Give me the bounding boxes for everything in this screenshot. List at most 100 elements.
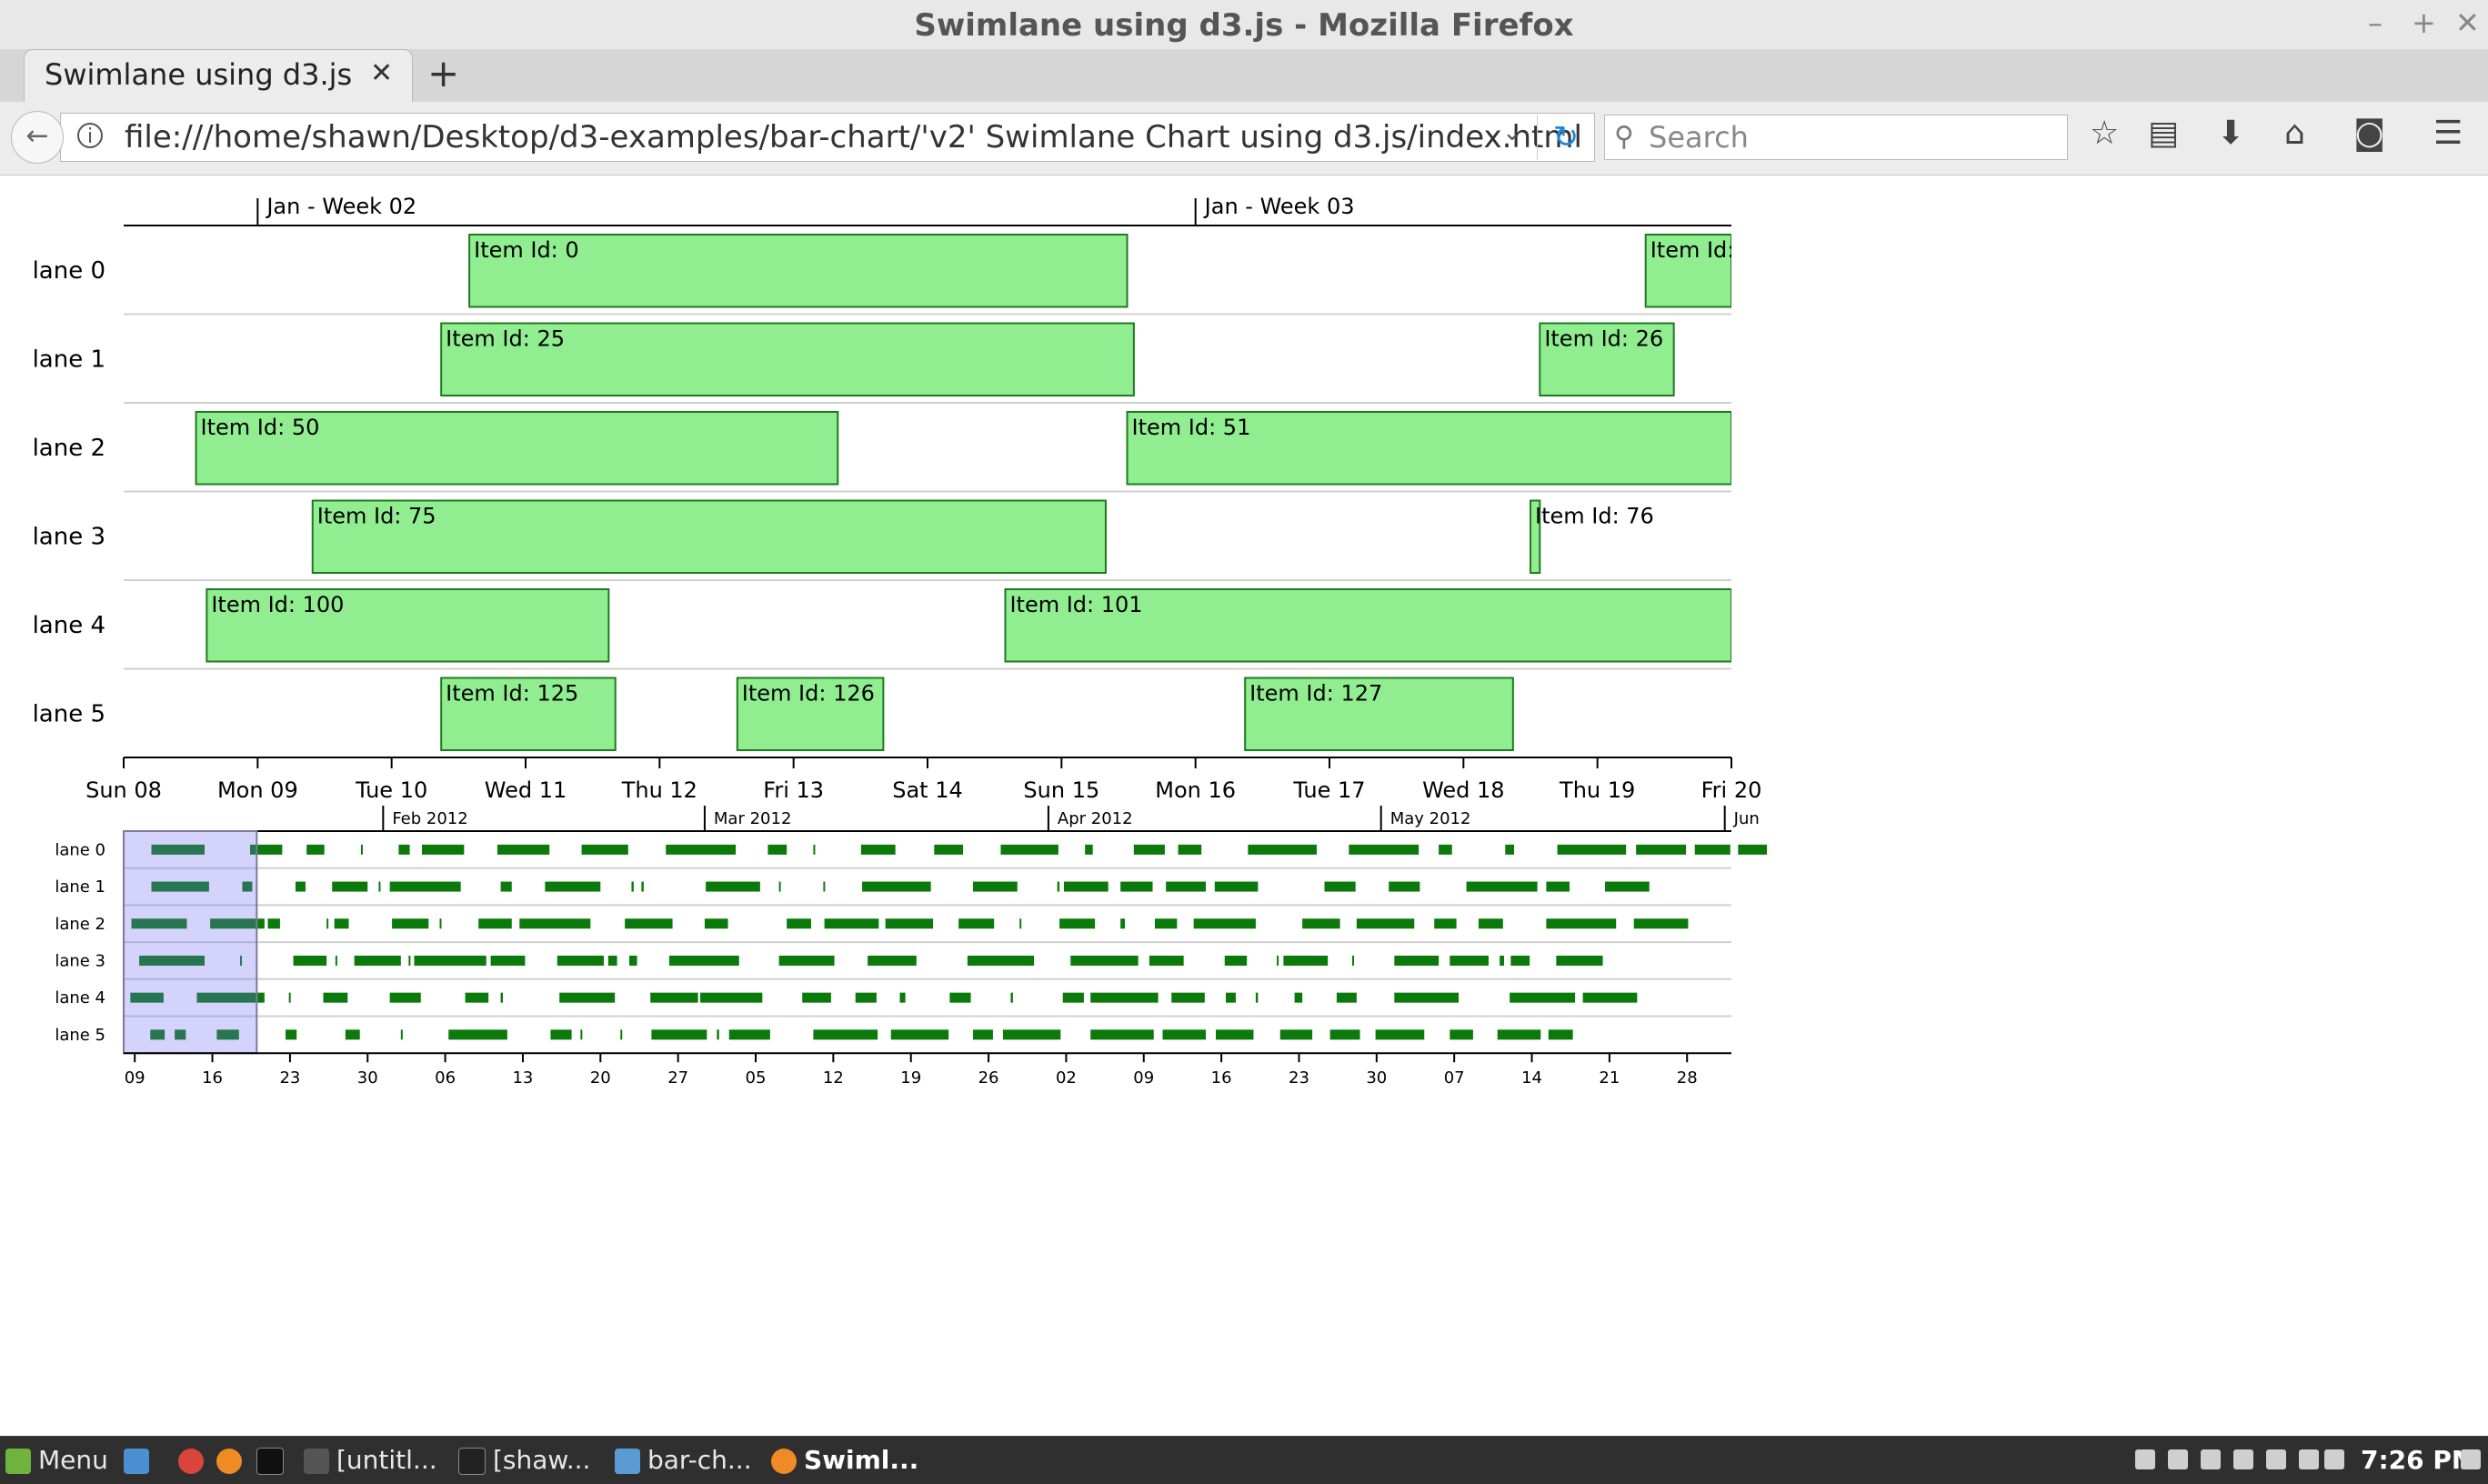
mini-item-bar <box>130 992 164 1003</box>
month-label: Jun <box>1733 809 1760 828</box>
tab-title: Swimlane using d3.js <box>45 57 353 92</box>
minimize-button[interactable]: – <box>2368 5 2383 40</box>
item-bar[interactable] <box>1539 322 1675 396</box>
mini-item-bar <box>885 918 934 929</box>
mini-item-bar <box>295 881 306 892</box>
mini-item-bar <box>1434 918 1457 929</box>
item-bar[interactable] <box>1004 588 1731 663</box>
mini-item-bar <box>868 955 917 966</box>
network-icon[interactable] <box>2201 1449 2221 1469</box>
mini-item-bar <box>1329 1029 1360 1040</box>
firefox-icon[interactable] <box>216 1437 249 1484</box>
mini-item-bar <box>392 918 429 929</box>
maximize-button[interactable]: + <box>2412 5 2436 40</box>
month-label: Apr 2012 <box>1058 809 1133 828</box>
taskbar-item-firefox[interactable]: Swiml... <box>771 1437 918 1484</box>
pocket-icon[interactable]: ◙ <box>2353 115 2385 152</box>
info-icon[interactable]: i <box>77 123 103 148</box>
mini-item-bar <box>666 844 737 855</box>
start-menu-button[interactable]: Menu <box>5 1437 108 1484</box>
show-desktop-icon[interactable] <box>124 1437 156 1484</box>
mini-item-bar <box>1193 918 1256 929</box>
item-bar[interactable] <box>1644 234 1731 308</box>
lane-label: lane 1 <box>33 346 105 373</box>
mini-item-bar <box>651 1029 707 1040</box>
item-bar[interactable] <box>440 677 617 751</box>
mini-item-bar <box>293 955 327 966</box>
mini-item-bar <box>1255 992 1259 1003</box>
mini-item-bar <box>700 992 763 1003</box>
mini-item-bar <box>1356 918 1415 929</box>
taskbar-item-folder[interactable]: bar-ch... <box>615 1437 752 1484</box>
mini-item-bar <box>323 992 348 1003</box>
mini-item-bar <box>1478 918 1503 929</box>
item-bar[interactable] <box>1530 499 1541 574</box>
update-icon[interactable] <box>2168 1449 2188 1469</box>
reading-list-icon[interactable]: ▤ <box>2148 115 2180 152</box>
brush-selection[interactable] <box>123 830 258 1055</box>
item-label: Item Id: 75 <box>317 504 436 529</box>
display-icon[interactable] <box>2461 1449 2481 1469</box>
url-bar[interactable]: i file:///home/shawn/Desktop/d3-examples… <box>60 113 1595 162</box>
mini-item-bar <box>1057 881 1060 892</box>
item-bar[interactable] <box>1126 411 1731 486</box>
item-bar[interactable] <box>195 411 839 486</box>
back-button[interactable]: ← <box>11 111 64 164</box>
item-bar[interactable] <box>468 234 1129 308</box>
user-icon[interactable] <box>2135 1449 2155 1469</box>
mini-day-tick-label: 21 <box>1599 1068 1620 1085</box>
shield-icon[interactable] <box>2266 1449 2286 1469</box>
mini-item-bar <box>242 881 253 892</box>
mini-item-bar <box>802 992 831 1003</box>
accessibility-icon[interactable] <box>2324 1449 2344 1469</box>
tab-close-icon[interactable]: ✕ <box>370 57 394 89</box>
mini-item-bar <box>240 955 243 966</box>
star-icon[interactable]: ☆ <box>2090 115 2120 152</box>
mini-item-bar <box>717 1029 719 1040</box>
mini-item-bar <box>1557 844 1627 855</box>
url-text[interactable]: file:///home/shawn/Desktop/d3-examples/b… <box>125 119 1582 155</box>
mini-item-bar <box>625 918 673 929</box>
taskbar-item-label: bar-ch... <box>647 1445 752 1475</box>
download-icon[interactable]: ⬇ <box>2217 115 2245 152</box>
item-bar[interactable] <box>206 588 610 663</box>
day-tick-label: Sun 08 <box>85 777 162 803</box>
bluetooth-icon[interactable] <box>2299 1449 2319 1469</box>
search-bar[interactable]: ⚲ <box>1604 115 2068 160</box>
item-bar[interactable] <box>1244 677 1514 751</box>
item-bar[interactable] <box>440 322 1135 396</box>
item-bar[interactable] <box>736 677 885 751</box>
tab-swimlane[interactable]: Swimlane using d3.js ✕ <box>24 49 413 103</box>
taskbar-item-label: Swiml... <box>804 1445 919 1475</box>
mini-day-tick-label: 12 <box>823 1068 844 1085</box>
mini-day-tick-label: 09 <box>1133 1068 1154 1085</box>
close-window-button[interactable]: ✕ <box>2455 5 2480 40</box>
mini-item-bar <box>767 844 788 855</box>
mini-item-bar <box>813 1029 878 1040</box>
taskbar-item-sublime[interactable]: [untitl... <box>304 1437 437 1484</box>
terminal-icon[interactable] <box>256 1437 291 1484</box>
mini-item-bar <box>1214 881 1259 892</box>
item-label: Item Id: <box>1650 237 1735 263</box>
chrome-icon[interactable] <box>178 1437 211 1484</box>
mini-item-bar <box>1224 955 1248 966</box>
item-bar[interactable] <box>311 499 1107 574</box>
reload-icon[interactable]: ↻ <box>1537 115 1594 160</box>
mini-item-bar <box>1505 844 1515 855</box>
mini-item-bar <box>478 918 512 929</box>
mini-item-bar <box>408 955 411 966</box>
mini-item-bar <box>1510 955 1530 966</box>
search-input[interactable] <box>1647 119 2051 155</box>
chevron-down-icon[interactable]: ⌄ <box>1502 119 1522 146</box>
menu-icon[interactable]: ☰ <box>2433 115 2463 152</box>
mini-day-tick-label: 06 <box>435 1068 456 1085</box>
taskbar-item-terminal[interactable]: [shaw... <box>458 1437 590 1484</box>
home-icon[interactable]: ⌂ <box>2284 115 2305 152</box>
mini-item-bar <box>1162 1029 1207 1040</box>
mini-day-tick-label: 30 <box>357 1068 378 1085</box>
mini-item-bar <box>1510 992 1576 1003</box>
mini-item-bar <box>1324 881 1356 892</box>
volume-icon[interactable] <box>2233 1449 2253 1469</box>
mini-item-bar <box>1166 881 1207 892</box>
new-tab-button[interactable]: + <box>427 51 460 95</box>
